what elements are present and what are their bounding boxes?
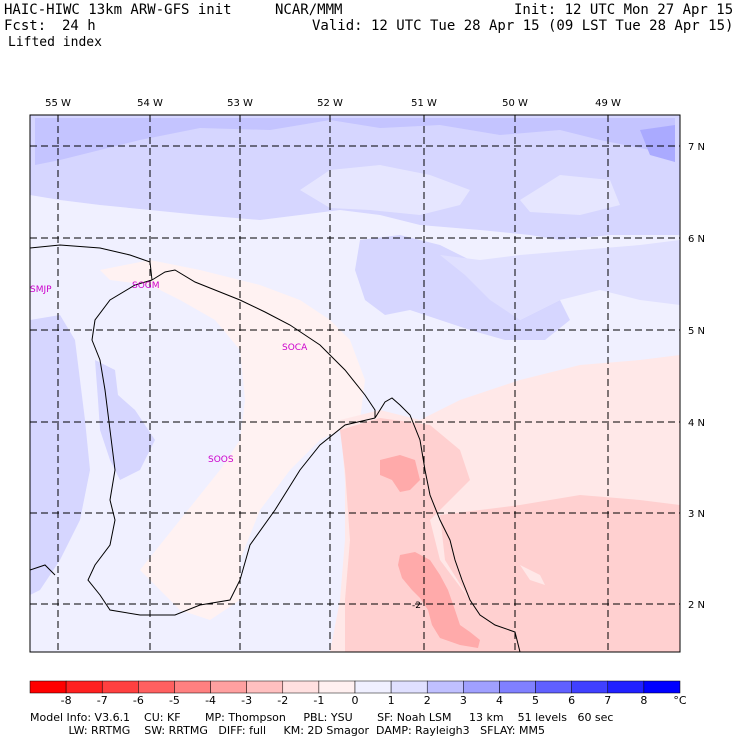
- colorbar-swatch: [426, 680, 464, 694]
- colorbar-tick-label: -3: [241, 694, 252, 707]
- lon-label: 52 W: [317, 98, 343, 109]
- org-label: NCAR/MMM: [275, 2, 343, 18]
- station-label: SOCA: [282, 343, 308, 353]
- contour-label: -2: [412, 601, 421, 611]
- lat-label: 2 N: [688, 600, 705, 611]
- lat-label: 6 N: [688, 234, 705, 245]
- model-info-line2: LW: RRTMG SW: RRTMG DIFF: full KM: 2D Sm…: [30, 724, 545, 737]
- colorbar-unit: °C: [673, 694, 687, 707]
- colorbar-tick-label: 0: [352, 694, 359, 707]
- colorbar-tick-label: 3: [460, 694, 467, 707]
- latitude-labels: 7 N 6 N 5 N 4 N 3 N 2 N: [688, 142, 705, 611]
- colorbar-swatch: [138, 680, 175, 694]
- forecast-label: Fcst:: [4, 18, 47, 34]
- colorbar-tick-label: -6: [133, 694, 144, 707]
- colorbar-swatch: [65, 680, 103, 694]
- map-frame: [29, 114, 681, 653]
- station-label: SMJP: [30, 285, 52, 295]
- colorbar-tick-label: -7: [97, 694, 108, 707]
- model-title: HAIC-HIWC 13km ARW-GFS init: [4, 2, 232, 18]
- lon-label: 49 W: [595, 98, 621, 109]
- colorbar-tick-label: 8: [640, 694, 647, 707]
- colorbar-swatch: [246, 680, 284, 694]
- colorbar-swatch: [210, 680, 247, 694]
- colorbar-swatch: [390, 680, 428, 694]
- colorbar-tick-label: 6: [568, 694, 575, 707]
- colorbar-swatch: [354, 680, 392, 694]
- colorbar-swatch: [607, 680, 645, 694]
- init-time: Init: 12 UTC Mon 27 Apr 15: [514, 2, 734, 18]
- colorbar-tick-label: 7: [604, 694, 611, 707]
- lon-label: 55 W: [45, 98, 71, 109]
- lat-label: 4 N: [688, 418, 705, 429]
- colorbar-tick-label: 5: [532, 694, 539, 707]
- colorbar-swatch: [101, 680, 139, 694]
- colorbar-swatch: [174, 680, 211, 694]
- coastline: [30, 244, 521, 652]
- lon-label: 54 W: [137, 98, 163, 109]
- valid-time: Valid: 12 UTC Tue 28 Apr 15 (09 LST Tue …: [312, 18, 734, 34]
- lat-lon-grid: [30, 115, 680, 652]
- lat-label: 5 N: [688, 326, 705, 337]
- lon-label: 53 W: [227, 98, 253, 109]
- colorbar-tick-label: -8: [61, 694, 72, 707]
- colorbar-tick-label: -5: [169, 694, 180, 707]
- colorbar-tick-label: -4: [205, 694, 216, 707]
- colorbar-tick-label: 1: [388, 694, 395, 707]
- model-info-line1: Model Info: V3.6.1 CU: KF MP: Thompson P…: [30, 711, 614, 724]
- station-label: SOOS: [208, 455, 234, 465]
- forecast-hour: 24 h: [62, 18, 96, 34]
- longitude-labels: 55 W 54 W 53 W 52 W 51 W 50 W 49 W: [45, 98, 621, 109]
- field-name: Lifted index: [8, 35, 102, 50]
- colorbar-swatch: [463, 680, 500, 694]
- colorbar-tick-label: 4: [496, 694, 503, 707]
- lat-label: 3 N: [688, 509, 705, 520]
- colorbar-tick-label: -1: [313, 694, 324, 707]
- lon-label: 50 W: [502, 98, 528, 109]
- colorbar-tick-label: 2: [424, 694, 431, 707]
- colorbar: -8 -7 -6 -5 -4 -3 -2 -1 0 1 2 3 4 5 6 7 8 °C: [29, 680, 687, 707]
- colorbar-swatch: [535, 680, 572, 694]
- colorbar-swatch: [499, 680, 536, 694]
- lon-label: 51 W: [411, 98, 437, 109]
- colorbar-swatch: [643, 680, 681, 694]
- colorbar-swatch: [571, 680, 609, 694]
- lat-label: 7 N: [688, 142, 705, 153]
- colorbar-swatch: [318, 680, 356, 694]
- station-label: SOGM: [132, 281, 160, 291]
- colorbar-swatch: [29, 680, 67, 694]
- colorbar-swatch: [282, 680, 320, 694]
- shaded-field: [30, 115, 680, 652]
- colorbar-tick-label: -2: [277, 694, 288, 707]
